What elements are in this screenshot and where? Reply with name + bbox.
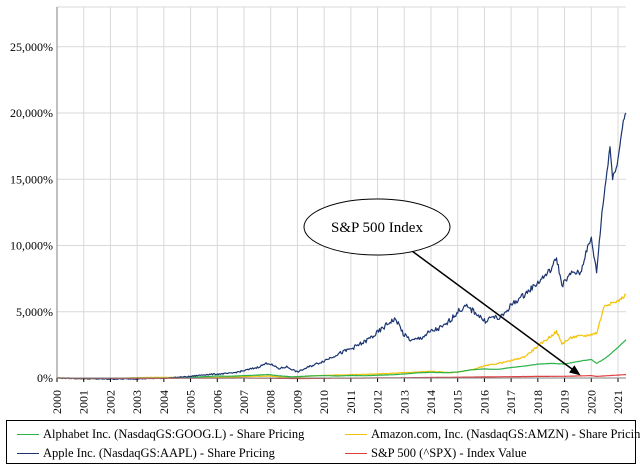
y-tick-label: 5,000% xyxy=(16,305,53,319)
y-tick-label: 0% xyxy=(37,371,53,385)
x-tick-label: 2002 xyxy=(103,390,117,414)
annotation-bubble xyxy=(303,198,451,256)
x-tick-label: 2020 xyxy=(584,390,598,414)
annotation-layer: S&P 500 Index xyxy=(303,198,581,376)
annotation-arrowhead xyxy=(569,365,581,376)
x-tick-label: 2006 xyxy=(210,390,224,414)
x-tick-label: 2016 xyxy=(477,390,491,414)
legend-swatch-spx xyxy=(345,452,367,454)
x-tick-label: 2018 xyxy=(531,390,545,414)
legend-swatch-amazon xyxy=(345,433,367,435)
axis-layer: 0% 5,000% 10,000% 15,000% 20,000% 25,000% 2000… xyxy=(10,7,626,414)
grid-layer xyxy=(56,6,626,379)
series-line-google xyxy=(179,339,627,379)
x-tick-label: 2009 xyxy=(290,390,304,414)
legend-item-amazon: Amazon.com, Inc. (NasdaqGS:AMZN) - Share… xyxy=(345,427,640,441)
x-tick-label: 2014 xyxy=(424,390,438,414)
x-tick-label: 2017 xyxy=(504,390,518,414)
line-chart: 0% 5,000% 10,000% 15,000% 20,000% 25,000% 2000… xyxy=(10,6,627,414)
y-tick-label: 15,000% xyxy=(10,172,53,186)
x-tick-label: 2015 xyxy=(451,390,465,414)
x-tick-label: 2019 xyxy=(558,390,572,414)
x-tick-label: 2005 xyxy=(184,390,198,414)
x-tick-label: 2001 xyxy=(77,390,91,414)
x-tick-label: 2003 xyxy=(130,390,144,414)
y-tick-label: 25,000% xyxy=(10,40,53,54)
legend-swatch-google xyxy=(17,433,39,435)
x-tick-label: 2004 xyxy=(157,390,171,414)
legend-label-apple: Apple Inc. (NasdaqGS:AAPL) - Share Prici… xyxy=(43,446,275,460)
legend-item-spx: S&P 500 (^SPX) - Index Value xyxy=(345,446,527,460)
x-tick-label: 2008 xyxy=(264,390,278,414)
legend-label-google: Alphabet Inc. (NasdaqGS:GOOG.L) - Share … xyxy=(43,427,305,441)
legend: Alphabet Inc. (NasdaqGS:GOOG.L) - Share … xyxy=(6,420,640,464)
legend-label-spx: S&P 500 (^SPX) - Index Value xyxy=(371,446,527,460)
annotation-arrow xyxy=(411,250,574,371)
legend-item-google: Alphabet Inc. (NasdaqGS:GOOG.L) - Share … xyxy=(17,427,304,441)
legend-swatch-apple xyxy=(17,452,39,454)
x-tick-label: 2013 xyxy=(397,390,411,414)
annotation-text: S&P 500 Index xyxy=(331,220,423,236)
x-tick-label: 2010 xyxy=(317,390,331,414)
x-tick-label: 2000 xyxy=(50,390,64,414)
legend-item-apple: Apple Inc. (NasdaqGS:AAPL) - Share Prici… xyxy=(17,446,275,460)
y-tick-label: 10,000% xyxy=(10,239,53,253)
y-tick-label: 20,000% xyxy=(10,106,53,120)
x-tick-label: 2012 xyxy=(371,390,385,414)
legend-label-amazon: Amazon.com, Inc. (NasdaqGS:AMZN) - Share… xyxy=(371,427,640,441)
x-tick-label: 2007 xyxy=(237,390,251,414)
x-tick-label: 2021 xyxy=(611,390,625,414)
x-tick-label: 2011 xyxy=(344,390,358,414)
series-line-amazon xyxy=(56,293,627,380)
